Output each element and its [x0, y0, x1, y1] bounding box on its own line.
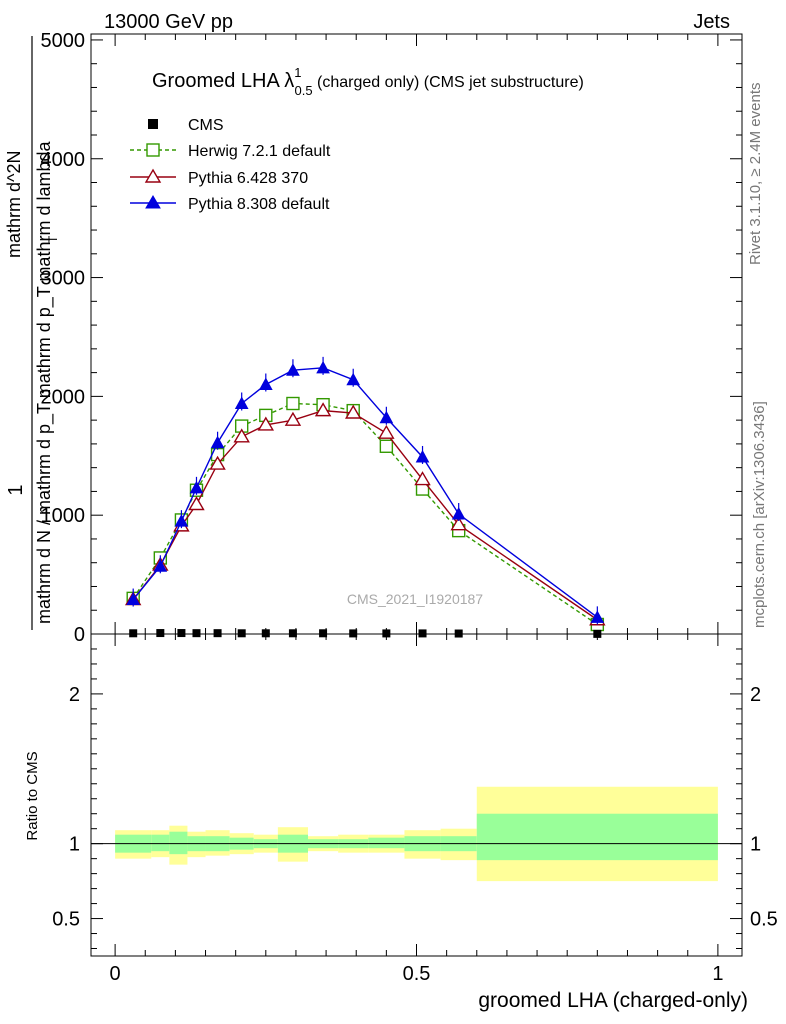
cms-point: [192, 629, 201, 638]
pythia6-point: [414, 471, 431, 486]
ylabel-sub: T: [46, 235, 60, 243]
legend-label-pythia8: Pythia 8.308 default: [188, 196, 330, 213]
ratio-ytick-label-right: 2: [750, 684, 761, 706]
ratio-plot: 0.5 0.5 1 1 2 2 0 0.5 1 Ratio to CMS groomed LHA…: [24, 633, 778, 1012]
legend-marker-cms: [148, 119, 158, 129]
cms-point: [237, 629, 246, 638]
pythia8-point: [153, 559, 168, 572]
ylabel-top: mathrm d^2N: [4, 151, 24, 258]
ratio-band-inner: [368, 837, 405, 849]
title-lambda: λ: [284, 70, 294, 92]
main-ytick-label: 4000: [41, 149, 86, 171]
ratio-xtick-label: 0.5: [403, 963, 431, 985]
cms-point: [177, 629, 186, 638]
cms-point: [156, 629, 165, 638]
legend-item-herwig: Herwig 7.2.1 default: [130, 143, 331, 160]
main-ytick-label: 0: [74, 624, 85, 646]
ylabel-denominator: mathrm d N / mathrm d p_T mathrm d p_T m…: [34, 141, 55, 624]
title-sub: 0.5: [295, 83, 313, 98]
pythia8-point: [415, 449, 430, 463]
series-line-3: [132, 367, 598, 618]
pythia8-point: [316, 360, 330, 374]
pythia8-point: [379, 410, 394, 424]
ratio-band-inner: [151, 834, 170, 852]
pythia8-point: [189, 480, 204, 494]
cms-point: [261, 629, 270, 638]
ratio-xlabel: groomed LHA (charged-only): [478, 989, 748, 1012]
ratio-ytick-label-left: 1: [69, 834, 80, 856]
pythia8-point: [210, 435, 225, 449]
pythia6-point: [233, 428, 250, 443]
main-ticks: 0 1000 2000 3000 4000 5000: [41, 30, 742, 646]
pythia8-point: [174, 514, 189, 527]
legend-item-pythia8: Pythia 8.308 default: [130, 195, 330, 213]
cms-point: [349, 629, 358, 638]
rivet-label: Rivet 3.1.10, ≥ 2.4M events: [747, 83, 764, 266]
cms-point: [288, 629, 297, 638]
herwig-point: [379, 439, 394, 453]
pythia8-point: [258, 377, 273, 390]
legend-marker-pythia8: [145, 195, 161, 209]
cms-point: [418, 629, 427, 638]
legend-item-pythia6: Pythia 6.428 370: [130, 168, 308, 187]
ratio-ticks: 0.5 0.5 1 1 2 2 0 0.5 1: [52, 634, 778, 985]
cms-point: [213, 629, 222, 638]
legend-label-cms: CMS: [188, 117, 224, 134]
main-ylabel: 1 mathrm d N / mathrm d p_T mathrm d p_T…: [4, 36, 60, 630]
chart-title: Groomed LHA λ1 0.5 (charged only) (CMS je…: [152, 65, 584, 98]
pythia6-point: [344, 404, 362, 419]
ratio-ytick-label-left: 2: [69, 684, 80, 706]
title-sup: 1: [294, 65, 301, 80]
pythia6-point: [314, 402, 332, 417]
main-ytick-label: 3000: [41, 268, 86, 290]
legend-marker-herwig: [146, 143, 160, 157]
herwig-point: [286, 396, 300, 411]
main-series: [124, 356, 606, 638]
main-ytick-label: 1000: [41, 505, 86, 527]
legend: CMS Herwig 7.2.1 default Pythia 6.428 37…: [130, 117, 331, 213]
main-ytick-label: 5000: [41, 30, 86, 52]
ratio-ytick-label-right: 1: [750, 834, 761, 856]
pythia8-point: [590, 610, 605, 623]
watermark: CMS_2021_I1920187: [347, 591, 483, 607]
pythia8-point: [451, 506, 466, 520]
main-ytick-label: 2000: [41, 386, 86, 408]
pythia8-point: [346, 372, 361, 386]
ratio-xtick-label: 1: [712, 963, 723, 985]
pythia6-point: [188, 496, 205, 511]
ratio-ytick-label-right: 0.5: [750, 909, 778, 931]
pythia6-point: [450, 516, 467, 531]
pythia8-point: [234, 396, 249, 410]
ratio-bands: [91, 786, 742, 882]
cms-point: [319, 629, 328, 638]
ylabel-numerator: 1: [5, 484, 27, 495]
pythia6-point: [257, 416, 275, 431]
pythia6-point: [209, 455, 226, 470]
header-left: 13000 GeV pp: [104, 11, 233, 33]
ratio-ytick-label-left: 0.5: [52, 909, 80, 931]
legend-marker-pythia6: [144, 168, 162, 183]
title-rest: (charged only) (CMS jet substructure): [313, 74, 584, 91]
ratio-band-inner: [169, 831, 188, 855]
legend-label-pythia6: Pythia 6.428 370: [188, 170, 308, 187]
legend-item-cms: CMS: [148, 117, 224, 134]
ratio-band-inner: [476, 813, 718, 861]
ratio-ylabel: Ratio to CMS: [24, 751, 41, 840]
ratio-frame: [90, 633, 743, 957]
cms-point: [382, 629, 391, 638]
ratio-xtick-label: 0: [110, 963, 121, 985]
series-line-2: [132, 409, 598, 621]
mcplots-label: mcplots.cern.ch [arXiv:1306.3436]: [751, 401, 768, 628]
pythia6-point: [284, 411, 302, 426]
title-main: Groomed LHA: [152, 70, 284, 92]
legend-label-herwig: Herwig 7.2.1 default: [188, 143, 331, 160]
cms-point: [129, 629, 138, 638]
header-right: Jets: [693, 11, 730, 33]
pythia8-point: [126, 592, 141, 606]
pythia6-point: [378, 424, 395, 439]
pythia8-point: [286, 363, 300, 376]
